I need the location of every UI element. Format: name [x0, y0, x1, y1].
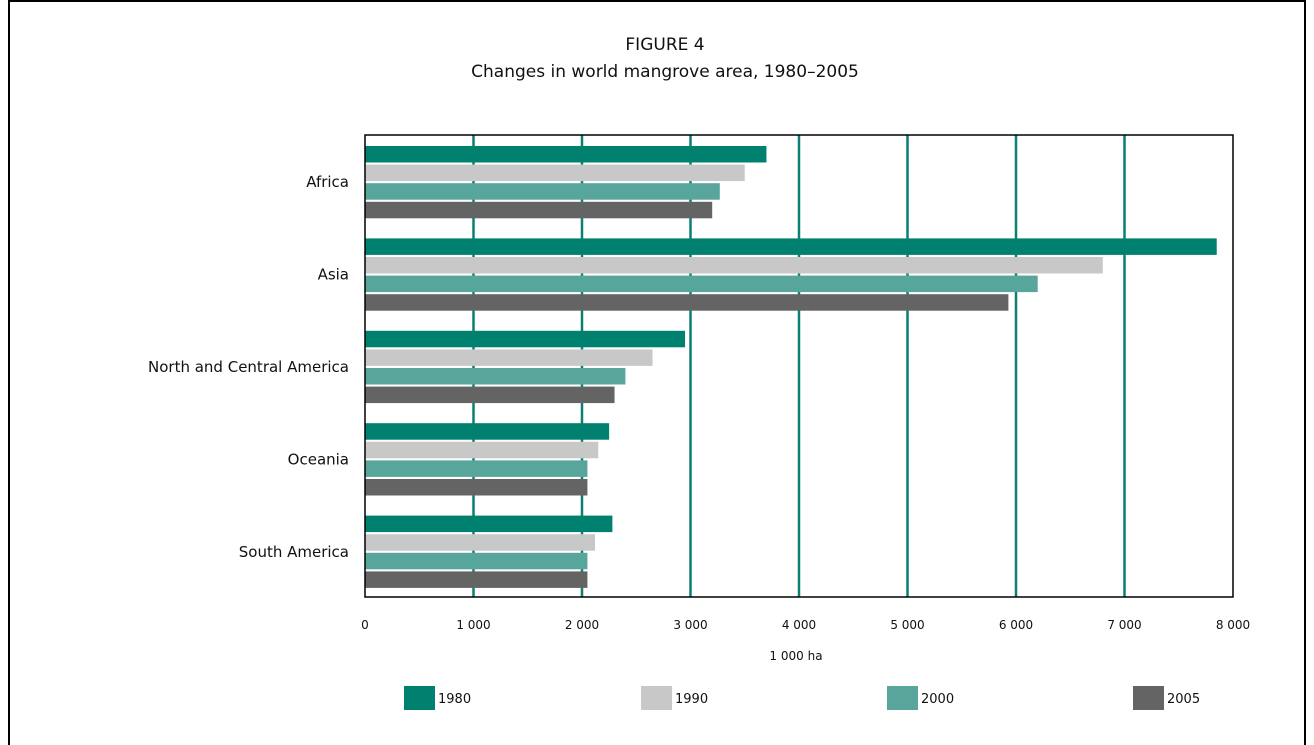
bar-africa-2000: [365, 183, 720, 200]
legend: 1980 1990 2000 2005: [404, 686, 1200, 710]
legend-swatch-1990: [641, 686, 672, 710]
bar-south-america-1980: [365, 515, 613, 533]
legend-label-1990: 1990: [675, 692, 708, 707]
x-axis-label: 1 000 ha: [769, 649, 822, 663]
x-tick-label-4000: 4 000: [782, 618, 816, 632]
category-label-north-and-central-america: North and Central America: [148, 358, 349, 376]
x-tick-label-0: 0: [361, 618, 369, 632]
bar-south-america-2005: [365, 571, 588, 588]
bar-oceania-2005: [365, 479, 588, 496]
figure-frame: [8, 0, 1306, 745]
category-label-africa: Africa: [306, 173, 349, 191]
x-tick-label-6000: 6 000: [999, 618, 1033, 632]
x-tick-label-3000: 3 000: [673, 618, 707, 632]
bar-oceania-1980: [365, 423, 610, 440]
legend-label-2000: 2000: [921, 692, 954, 707]
bar-asia-2000: [365, 275, 1038, 293]
figure-label: FIGURE 4: [625, 35, 704, 55]
plot-area-border: [364, 134, 1234, 598]
category-label-asia: Asia: [318, 266, 349, 284]
bars: [365, 146, 1217, 588]
x-tick-label-5000: 5 000: [890, 618, 924, 632]
legend-label-1980: 1980: [438, 692, 471, 707]
category-labels: Africa Asia North and Central America Ocean…: [148, 173, 349, 561]
legend-swatch-2005: [1133, 686, 1164, 710]
bar-oceania-1990: [365, 441, 599, 459]
bar-north-and-central-america-2000: [365, 368, 626, 385]
x-tick-label-1000: 1 000: [456, 618, 490, 632]
bar-asia-2005: [365, 294, 1009, 311]
bar-south-america-1990: [365, 534, 596, 551]
chart-title: Changes in world mangrove area, 1980–200…: [471, 62, 859, 82]
bar-south-america-2000: [365, 552, 588, 570]
bar-asia-1990: [365, 257, 1103, 274]
legend-swatch-1980: [404, 686, 435, 710]
x-tick-label-7000: 7 000: [1107, 618, 1141, 632]
bar-asia-1980: [365, 238, 1217, 255]
x-tick-label-8000: 8 000: [1216, 618, 1250, 632]
bar-north-and-central-america-1990: [365, 349, 653, 366]
legend-swatch-2000: [887, 686, 918, 710]
bar-north-and-central-america-2005: [365, 386, 615, 404]
x-tick-label-2000: 2 000: [565, 618, 599, 632]
bar-oceania-2000: [365, 460, 588, 477]
bar-africa-2005: [365, 201, 713, 219]
x-axis-ticks: 0 1 000 2 000 3 000 4 000 5 000 6 000 7 000 8 00…: [361, 618, 1250, 632]
bar-north-and-central-america-1980: [365, 330, 686, 348]
bar-africa-1990: [365, 164, 745, 182]
bar-africa-1980: [365, 146, 767, 163]
category-label-oceania: Oceania: [288, 450, 349, 468]
category-label-south-america: South America: [239, 543, 349, 561]
legend-label-2005: 2005: [1167, 692, 1200, 707]
